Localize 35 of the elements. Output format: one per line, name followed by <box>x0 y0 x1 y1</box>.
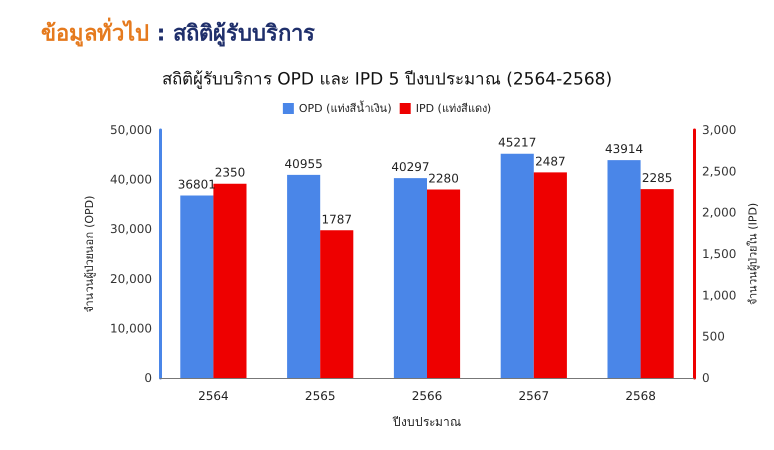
x-tick-label: 2565 <box>304 389 336 403</box>
chart-title: ข้อมูลทั่วไป : สถิติผู้รับบริการ <box>41 16 316 48</box>
y-tick-label: 30,000 <box>110 222 152 236</box>
x-tick-label: 2564 <box>198 389 229 403</box>
data-label: 43914 <box>604 142 644 156</box>
x-tick-label: 2566 <box>412 389 442 403</box>
y-tick-label: 50,000 <box>110 123 152 137</box>
data-label: 2280 <box>428 172 459 186</box>
chart-subtitle: สถิติผู้รับบริการ OPD และ IPD 5 ปีงบประมาณ (2564-2568) <box>162 70 612 90</box>
y2-tick-label: 2,500 <box>702 164 736 178</box>
y2-tick-label: 500 <box>702 330 725 344</box>
legend-label: IPD (แท่งสีแดง) <box>416 102 492 115</box>
y-tick-label: 0 <box>144 371 152 385</box>
legend-label: OPD (แท่งสีน้ำเงิน) <box>298 100 392 115</box>
x-tick-label: 2568 <box>625 389 656 403</box>
y2-tick-label: 1,500 <box>702 247 736 261</box>
data-label: 2487 <box>535 154 566 168</box>
y-axis-title: จำนวนผู้ป่วยนอก (OPD) <box>83 196 96 312</box>
x-axis-title: ปีงบประมาณ <box>392 415 461 429</box>
data-label: 40955 <box>284 156 323 171</box>
data-label: 2285 <box>642 171 672 186</box>
data-label: 36801 <box>178 177 216 192</box>
x-tick-label: 2567 <box>518 389 550 403</box>
y2-tick-label: 1,000 <box>702 288 736 302</box>
y2-axis-title: จำนวนผู้ป่วยใน (IPD) <box>746 202 760 306</box>
data-label: 1787 <box>321 212 352 226</box>
data-label: 45217 <box>498 136 536 150</box>
y2-tick-label: 0 <box>702 371 710 385</box>
y-tick-label: 10,000 <box>110 321 152 336</box>
y2-tick-label: 2,000 <box>702 206 736 220</box>
data-label: 40297 <box>391 160 430 174</box>
y-tick-label: 20,000 <box>110 272 152 286</box>
y2-tick-label: 3,000 <box>702 123 736 137</box>
data-label: 2350 <box>214 166 246 180</box>
y-tick-label: 40,000 <box>110 172 152 187</box>
